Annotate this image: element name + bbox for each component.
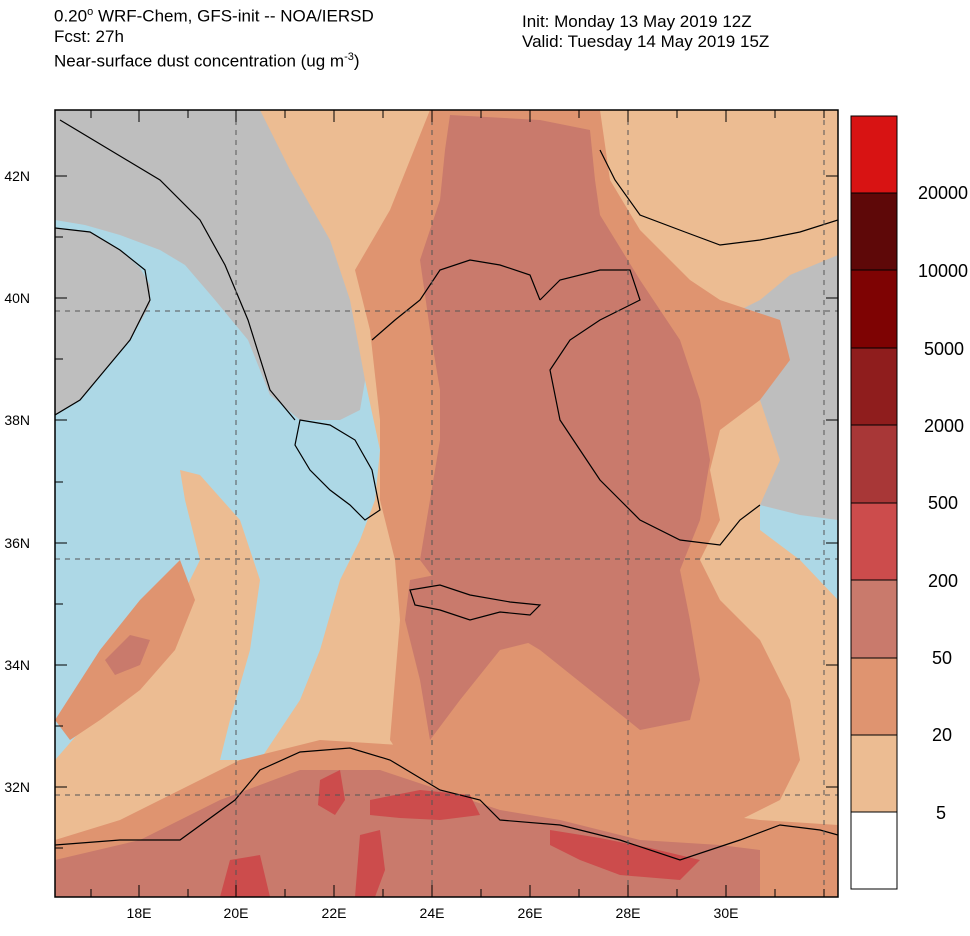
lon-label: 26E bbox=[518, 905, 543, 921]
lat-label: 40N bbox=[4, 290, 30, 306]
lon-label: 18E bbox=[127, 905, 152, 921]
legend-label: 2000 bbox=[924, 416, 964, 436]
legend-swatch bbox=[850, 347, 898, 426]
dust-contour-200-e bbox=[220, 855, 270, 897]
legend-label: 500 bbox=[928, 493, 958, 513]
dust-contour-200-c bbox=[550, 830, 700, 880]
legend-swatch bbox=[850, 192, 898, 271]
graticule bbox=[55, 110, 838, 897]
legend-swatch bbox=[850, 115, 898, 194]
coast-italy bbox=[55, 227, 151, 416]
legend-label: 20 bbox=[932, 725, 952, 745]
variable-title: Near-surface dust concentration (ug m-3) bbox=[54, 50, 360, 71]
colorbar-legend bbox=[850, 115, 898, 890]
dust-contour-50-west bbox=[105, 635, 150, 675]
lon-label: 22E bbox=[322, 905, 347, 921]
lon-label: 28E bbox=[616, 905, 641, 921]
tick-marks bbox=[55, 110, 838, 897]
land-italy bbox=[55, 228, 150, 415]
latitude-labels: 42N 40N 38N 36N 34N 32N bbox=[4, 168, 30, 795]
legend-label: 20000 bbox=[918, 183, 968, 203]
legend-swatch bbox=[850, 502, 898, 581]
map-header-left: 0.20o WRF-Chem, GFS-init -- NOA/IERSD Fc… bbox=[54, 2, 374, 71]
map-area bbox=[55, 110, 838, 897]
lat-label: 34N bbox=[4, 657, 30, 673]
lat-label: 38N bbox=[4, 412, 30, 428]
legend-swatch bbox=[850, 734, 898, 813]
lat-label: 32N bbox=[4, 779, 30, 795]
legend-swatch bbox=[850, 811, 898, 890]
coast-aegean-north bbox=[371, 259, 541, 341]
dust-contour-50 bbox=[420, 115, 710, 730]
lat-label: 42N bbox=[4, 168, 30, 184]
legend-swatch bbox=[850, 269, 898, 349]
coast-crete bbox=[409, 584, 542, 621]
model-title: 0.20o WRF-Chem, GFS-init -- NOA/IERSD bbox=[54, 6, 374, 26]
init-time: Init: Monday 13 May 2019 12Z bbox=[522, 12, 752, 31]
dust-contour-200-b bbox=[370, 790, 480, 820]
legend-label: 5 bbox=[936, 803, 946, 823]
legend-swatch bbox=[850, 657, 898, 736]
legend-label: 10000 bbox=[918, 261, 968, 281]
legend-label: 5000 bbox=[924, 339, 964, 359]
coast-peloponnese bbox=[294, 419, 381, 521]
legend-swatch bbox=[850, 424, 898, 504]
lon-label: 30E bbox=[714, 905, 739, 921]
map-frame bbox=[54, 109, 839, 898]
lon-label: 24E bbox=[420, 905, 445, 921]
coast-adriatic bbox=[59, 119, 296, 421]
legend-label: 50 bbox=[932, 648, 952, 668]
legend-swatch bbox=[850, 579, 898, 659]
lat-label: 36N bbox=[4, 535, 30, 551]
valid-time: Valid: Tuesday 14 May 2019 15Z bbox=[522, 32, 770, 51]
forecast-hour: Fcst: 27h bbox=[54, 26, 124, 46]
coast-black-sea bbox=[599, 149, 838, 246]
dust-contour-50-crete bbox=[405, 570, 560, 740]
longitude-labels: 18E 20E 22E 24E 26E 28E 30E bbox=[127, 905, 739, 921]
map-header-right: Init: Monday 13 May 2019 12Z Valid: Tues… bbox=[522, 12, 769, 52]
dust-contour-200-d bbox=[355, 830, 385, 897]
lon-label: 20E bbox=[224, 905, 249, 921]
legend-label: 200 bbox=[928, 571, 958, 591]
colorbar-labels: 20000 10000 5000 2000 500 200 50 20 5 bbox=[918, 183, 968, 823]
dust-contour-200-a bbox=[318, 770, 345, 815]
coast-aegean-east bbox=[539, 269, 761, 546]
